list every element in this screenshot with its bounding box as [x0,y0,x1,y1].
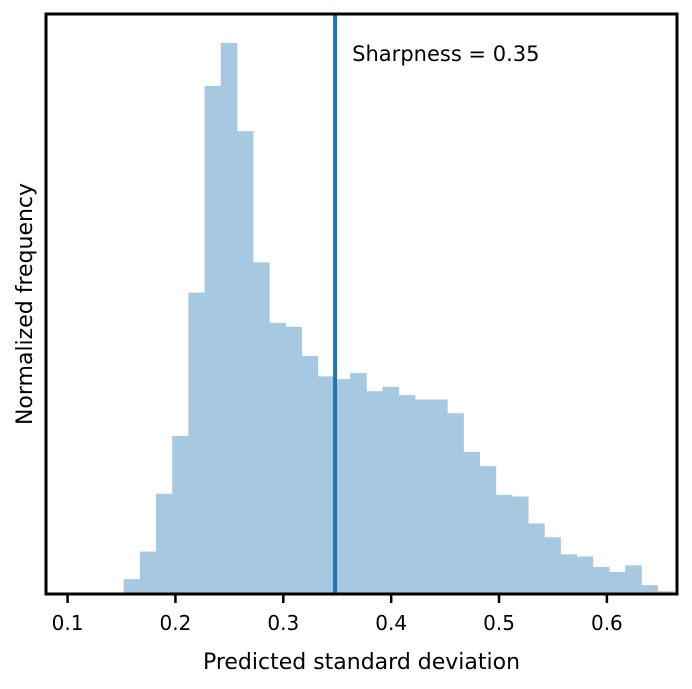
histogram-bar-1 [123,579,141,594]
x-tick-label-0: 0.1 [52,611,84,635]
histogram-bar-31 [609,571,626,594]
histogram-bar-9 [253,262,270,594]
x-tick-label-3: 0.4 [375,611,407,635]
histogram-bar-29 [576,556,594,594]
histogram-bars [107,43,675,594]
histogram-bar-11 [285,326,303,594]
x-tick-label-2: 0.3 [267,611,299,635]
histogram-bar-24 [495,494,513,594]
histogram-bar-16 [366,391,383,594]
sharpness-annotation: Sharpness = 0.35 [352,42,539,66]
histogram-bar-23 [479,466,497,594]
histogram-bar-22 [463,451,481,594]
histogram-bar-33 [641,585,658,594]
histogram-bar-8 [236,131,254,594]
histogram-bar-10 [269,322,286,594]
plot-frame [44,12,679,596]
histogram-bar-28 [560,554,578,594]
histogram-bar-19 [414,399,432,594]
histogram-bar-15 [350,373,367,594]
histogram-bar-32 [625,565,642,594]
histogram-bar-21 [447,413,464,594]
histogram-bar-17 [382,386,400,594]
histogram-bar-27 [544,537,561,594]
x-tick-label-1: 0.2 [160,611,192,635]
histogram-bar-3 [156,493,173,594]
x-tick-label-4: 0.5 [483,611,515,635]
histogram-bar-14 [333,379,351,594]
histogram-bar-30 [592,567,610,594]
y-axis-label: Normalized frequency [13,183,38,425]
histogram-bar-12 [301,355,319,594]
histogram-bar-20 [431,399,448,594]
histogram-bar-13 [317,376,335,594]
histogram-bar-18 [398,395,416,594]
histogram-bar-6 [204,85,222,594]
x-axis-ticks: 0.1 0.2 0.3 0.4 0.5 0.6 [52,594,623,635]
histogram-bar-4 [172,435,189,594]
histogram-bar-7 [220,43,238,594]
histogram-bar-5 [188,292,205,594]
histogram-bar-25 [511,496,529,594]
histogram-bar-26 [528,523,545,594]
x-tick-label-5: 0.6 [591,611,623,635]
x-axis-label: Predicted standard deviation [203,650,520,675]
histogram-bar-2 [139,551,157,594]
